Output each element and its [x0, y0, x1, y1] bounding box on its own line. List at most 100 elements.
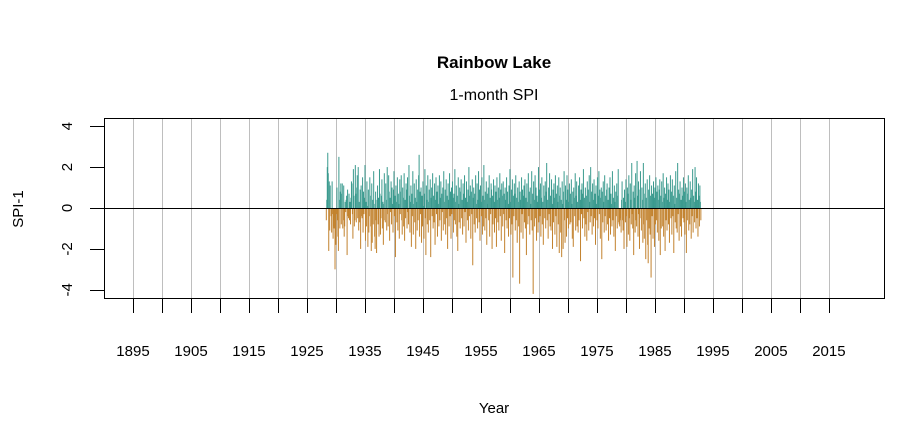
bar-negative — [591, 208, 593, 235]
bar-negative — [700, 208, 702, 221]
bar-negative — [393, 208, 395, 217]
bar-negative — [595, 208, 596, 245]
bar-negative — [355, 208, 357, 223]
bar-positive — [580, 189, 582, 208]
bar-positive — [534, 175, 536, 208]
bar-positive — [636, 160, 638, 208]
bar-negative — [645, 208, 647, 260]
bar-positive — [655, 177, 657, 208]
bar-positive — [365, 201, 367, 208]
bar-negative — [588, 208, 590, 231]
bar-negative — [495, 208, 497, 247]
bar-positive — [465, 197, 466, 208]
bar-negative — [368, 208, 370, 233]
bar-negative — [479, 208, 481, 241]
bar-positive — [443, 171, 445, 208]
bar-positive — [592, 183, 594, 208]
bar-negative — [467, 208, 469, 231]
bar-positive — [677, 163, 679, 208]
bar-positive — [562, 203, 564, 208]
bar-negative — [536, 208, 538, 241]
bar-positive — [601, 191, 603, 208]
bar-positive — [518, 181, 520, 208]
bar-negative — [627, 208, 629, 235]
bar-negative — [497, 208, 499, 223]
bar-positive — [377, 185, 379, 208]
bar-positive — [355, 193, 357, 208]
bar-negative — [519, 208, 521, 284]
bar-positive — [404, 199, 406, 208]
bar-positive — [416, 201, 418, 208]
bar-negative — [585, 208, 587, 225]
x-tick-label: 1965 — [522, 343, 555, 360]
bar-positive — [577, 201, 579, 208]
bar-negative — [349, 208, 351, 221]
bar-positive — [445, 179, 447, 208]
bar-negative — [564, 208, 566, 243]
bar-positive — [437, 185, 439, 208]
bar-negative — [620, 208, 622, 233]
bar-negative — [640, 208, 642, 231]
plot-frame — [104, 118, 885, 299]
bar-negative — [587, 208, 589, 213]
bar-negative — [414, 208, 416, 223]
bar-positive — [548, 187, 550, 208]
bar-positive — [572, 191, 574, 208]
bar-positive — [406, 189, 408, 208]
chart-subtitle: 1-month SPI — [450, 87, 539, 104]
bar-positive — [511, 179, 513, 208]
bar-positive — [616, 183, 618, 208]
bar-negative — [505, 208, 507, 221]
bar-positive — [349, 201, 351, 208]
bar-positive — [389, 197, 391, 208]
bar-negative — [571, 208, 573, 239]
bar-negative — [382, 208, 384, 245]
bar-positive — [553, 197, 555, 208]
bar-negative — [340, 208, 342, 225]
bar-positive — [442, 187, 444, 208]
bar-positive — [354, 165, 356, 208]
bar-negative — [577, 208, 579, 233]
bar-negative — [489, 208, 491, 237]
bar-positive — [503, 193, 505, 208]
bar-positive — [412, 171, 414, 208]
bar-positive — [634, 197, 636, 208]
bar-positive — [659, 179, 661, 208]
bar-negative — [522, 208, 524, 239]
bar-positive — [690, 197, 692, 208]
bar-positive — [613, 185, 615, 208]
bar-negative — [416, 208, 418, 231]
bar-negative — [667, 208, 669, 225]
bar-positive — [652, 193, 654, 208]
bar-positive — [363, 191, 365, 208]
bar-negative — [433, 208, 435, 223]
bar-positive — [537, 167, 539, 208]
bar-negative — [688, 208, 690, 231]
bar-positive — [628, 175, 630, 208]
bar-positive — [649, 175, 651, 208]
bar-negative — [429, 208, 431, 221]
bar-negative — [513, 208, 515, 217]
bar-negative — [689, 208, 691, 225]
bar-positive — [539, 183, 541, 208]
bar-negative — [537, 208, 539, 233]
bar-negative — [453, 208, 455, 221]
bar-positive — [566, 175, 568, 208]
bar-negative — [404, 208, 406, 241]
bar-negative — [566, 208, 568, 219]
bar-positive — [502, 181, 504, 208]
bar-negative — [597, 208, 599, 229]
x-tick-label: 2015 — [812, 343, 845, 360]
x-tick-label: 1895 — [116, 343, 149, 360]
bar-negative — [544, 208, 546, 219]
bar-positive — [608, 187, 610, 208]
y-axis: 4 2 0 -2 -4 — [59, 122, 104, 296]
bar-positive — [328, 181, 330, 208]
bar-negative — [528, 208, 530, 217]
bar-positive — [506, 177, 508, 208]
bar-positive — [614, 201, 616, 208]
bar-negative — [655, 208, 657, 221]
bar-positive — [435, 177, 437, 208]
bar-positive — [381, 179, 383, 208]
bar-positive — [500, 189, 502, 208]
